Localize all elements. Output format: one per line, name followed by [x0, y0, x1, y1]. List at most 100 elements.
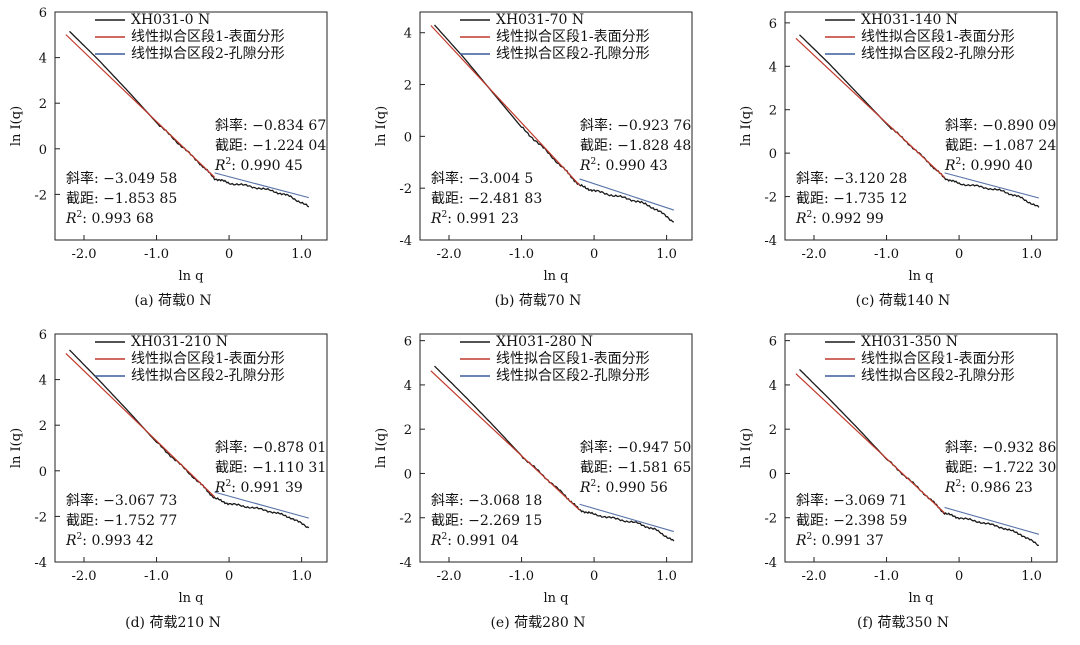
legend-entry: XH031-280 N — [496, 334, 593, 350]
y-tick-label: -2 — [399, 512, 412, 527]
fit2-intercept-label: 截距: −1.224 04 — [215, 138, 326, 154]
y-tick-label: -4 — [399, 556, 412, 571]
fit2-r2-label: R2: 0.986 23 — [944, 479, 1033, 496]
fit1-r2-label: R2: 0.991 37 — [795, 532, 884, 549]
x-tick-label: -2.0 — [71, 247, 96, 262]
y-tick-label: -4 — [399, 234, 412, 249]
fit1-intercept-label: 截距: −2.269 15 — [431, 513, 542, 529]
fit2-slope-label: 斜率: −0.932 86 — [945, 439, 1056, 456]
y-tick-label: 6 — [39, 6, 47, 21]
y-tick-label: 6 — [404, 335, 412, 350]
legend-entry: XH031-210 N — [131, 334, 228, 350]
y-tick-label: 0 — [404, 130, 412, 145]
plot-frame — [419, 11, 693, 241]
fit1-r2-label: R2: 0.993 42 — [65, 532, 154, 549]
fit2-slope-label: 斜率: −0.923 76 — [580, 117, 691, 134]
y-axis-label: ln I(q) — [374, 106, 389, 146]
y-tick-label: 2 — [39, 419, 47, 434]
x-tick-label: -2.0 — [436, 247, 461, 262]
fit2-r2-label: R2: 0.990 45 — [214, 157, 303, 174]
y-tick-label: 2 — [404, 79, 412, 94]
x-tick-label: 1.0 — [1021, 569, 1042, 584]
legend-entry: 线性拟合区段1-表面分形 — [496, 351, 650, 367]
x-tick-label: 1.0 — [656, 247, 677, 262]
fit2-line — [214, 172, 310, 199]
y-tick-label: 4 — [769, 60, 777, 75]
y-axis-label: ln I(q) — [739, 106, 754, 146]
y-axis-label: ln I(q) — [9, 106, 24, 146]
y-tick-label: -4 — [764, 556, 777, 571]
y-tick-label: -2 — [764, 191, 777, 206]
data-series-line — [69, 349, 310, 529]
x-tick-label: -1.0 — [144, 247, 169, 262]
y-tick-label: 0 — [769, 467, 777, 482]
fit1-slope-label: 斜率: −3.068 18 — [431, 492, 542, 509]
plot-frame — [54, 11, 328, 241]
plot-frame — [784, 333, 1058, 563]
legend-entry: 线性拟合区段1-表面分形 — [131, 29, 285, 45]
panel-caption: (e) 荷载280 N — [490, 615, 585, 631]
legend-entry: 线性拟合区段2-孔隙分形 — [496, 368, 650, 384]
fit2-line — [579, 178, 675, 211]
fit1-slope-label: 斜率: −3.049 58 — [66, 170, 177, 187]
fit2-line — [944, 172, 1040, 199]
plot-frame — [784, 11, 1058, 241]
panel-caption: (b) 荷载70 N — [495, 293, 582, 309]
x-tick-label: 1.0 — [291, 569, 312, 584]
panel-caption: (d) 荷载210 N — [125, 615, 221, 631]
y-tick-label: 4 — [404, 27, 412, 42]
x-tick-label: 1.0 — [656, 569, 677, 584]
y-tick-label: 0 — [769, 147, 777, 162]
plot-frame — [419, 333, 693, 563]
panel-caption: (f) 荷载350 N — [857, 615, 949, 631]
plot-frame — [54, 333, 328, 563]
y-tick-label: -4 — [34, 556, 47, 571]
y-axis-label: ln I(q) — [9, 428, 24, 468]
legend-entry: 线性拟合区段2-孔隙分形 — [131, 368, 285, 384]
fit2-intercept-label: 截距: −1.110 31 — [215, 460, 326, 476]
fit1-intercept-label: 截距: −2.481 83 — [431, 191, 542, 207]
fit1-line — [65, 34, 215, 178]
fit1-r2-label: R2: 0.992 99 — [795, 210, 884, 227]
x-axis-label: ln q — [909, 269, 934, 284]
fit2-line — [214, 491, 310, 519]
y-axis-label: ln I(q) — [374, 428, 389, 468]
legend-entry: 线性拟合区段2-孔隙分形 — [496, 46, 650, 62]
x-tick-label: -1.0 — [509, 247, 534, 262]
fit2-r2-label: R2: 0.991 39 — [214, 479, 303, 496]
fit2-line — [944, 506, 1040, 535]
fit2-line — [579, 503, 675, 533]
fit1-line — [430, 370, 580, 511]
x-tick-label: 0 — [955, 247, 963, 262]
x-tick-label: -1.0 — [144, 569, 169, 584]
x-axis-label: ln q — [544, 591, 569, 606]
legend-entry: XH031-70 N — [496, 12, 584, 28]
fit1-slope-label: 斜率: −3.067 73 — [66, 492, 177, 509]
legend-entry: 线性拟合区段2-孔隙分形 — [861, 46, 1015, 62]
legend-entry: 线性拟合区段1-表面分形 — [861, 351, 1015, 367]
fit2-intercept-label: 截距: −1.722 30 — [945, 460, 1056, 476]
y-tick-label: 6 — [769, 17, 777, 32]
fit2-r2-label: R2: 0.990 40 — [944, 157, 1033, 174]
chart-panel-3: -2.0 -1.0 0 1.0 -4 -2 0 2 4 6 ln q ln I(q) (c) 荷载140… — [739, 11, 1058, 309]
y-tick-label: -2 — [399, 182, 412, 197]
y-tick-label: -2 — [764, 512, 777, 527]
y-tick-label: 4 — [39, 374, 47, 389]
y-tick-label: -2 — [34, 188, 47, 203]
y-tick-label: 4 — [39, 52, 47, 67]
x-tick-label: 0 — [955, 569, 963, 584]
fit1-line — [795, 37, 945, 178]
y-tick-label: 0 — [39, 465, 47, 480]
fit1-slope-label: 斜率: −3.120 28 — [796, 170, 907, 187]
fit1-r2-label: R2: 0.993 68 — [65, 210, 154, 227]
fit1-intercept-label: 截距: −1.752 77 — [66, 513, 177, 529]
fit2-slope-label: 斜率: −0.834 67 — [215, 117, 326, 134]
fit2-r2-label: R2: 0.990 43 — [579, 157, 668, 174]
legend-entry: XH031-140 N — [861, 12, 958, 28]
y-tick-label: 2 — [769, 423, 777, 438]
chart-panel-2: -2.0 -1.0 0 1.0 -4 -2 0 2 4 ln q ln I(q) (b) 荷载70 N… — [374, 11, 693, 309]
y-tick-label: 4 — [404, 379, 412, 394]
fit2-intercept-label: 截距: −1.087 24 — [945, 138, 1056, 154]
y-tick-label: 2 — [39, 97, 47, 112]
